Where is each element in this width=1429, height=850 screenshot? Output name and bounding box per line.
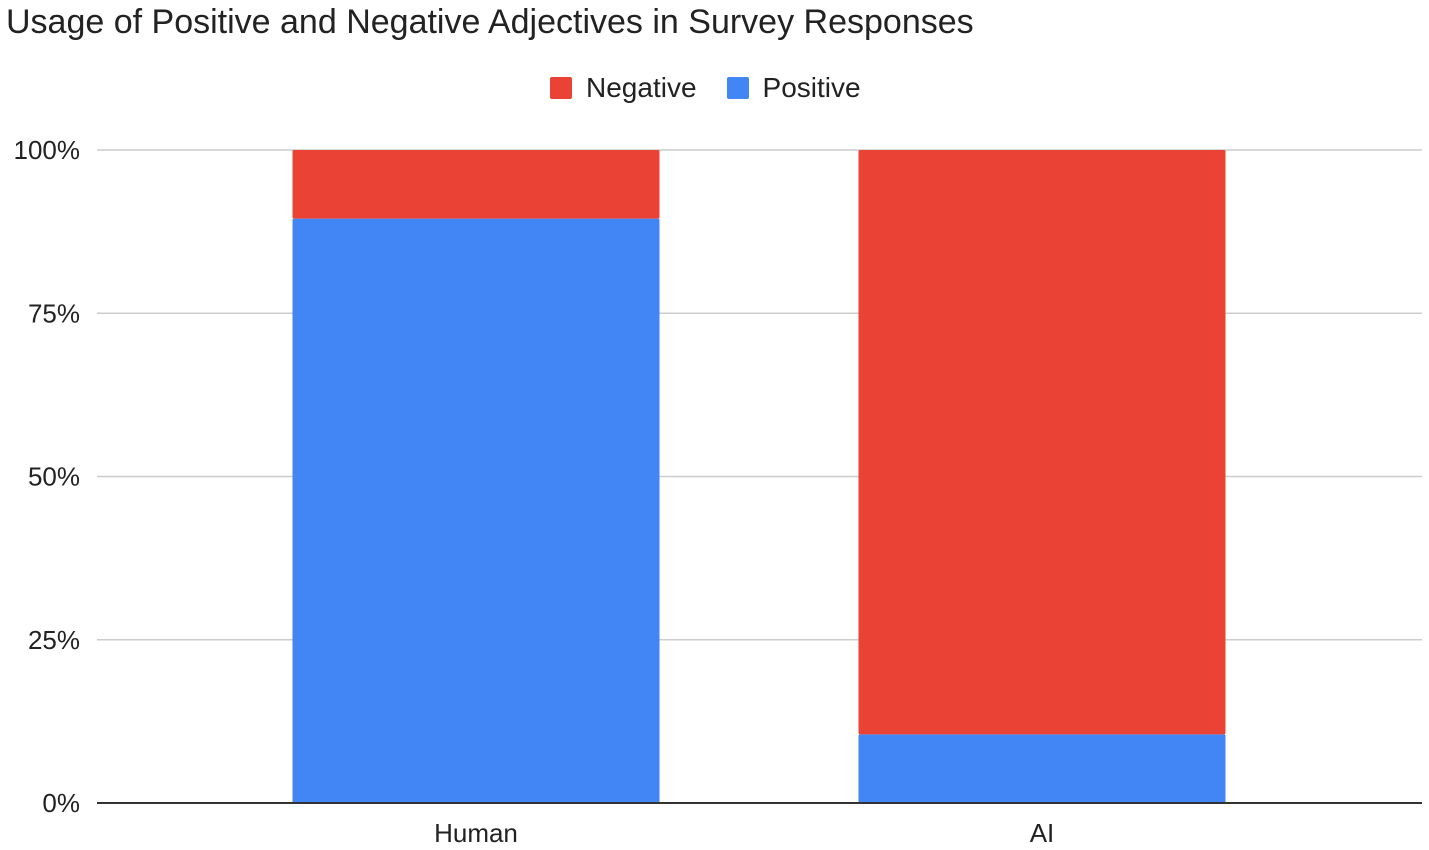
legend-label-positive: Positive <box>762 72 861 103</box>
legend-item-positive: Positive <box>726 72 861 104</box>
legend-item-negative: Negative <box>550 72 697 104</box>
bar-negative-ai <box>858 150 1226 735</box>
bar-positive-human <box>292 218 660 803</box>
bar-positive-ai <box>858 734 1226 803</box>
legend: Negative Positive <box>550 70 891 106</box>
legend-swatch-negative <box>550 77 572 99</box>
y-tick-label: 75% <box>28 298 80 328</box>
bar-negative-human <box>292 150 660 219</box>
y-tick-label: 100% <box>14 135 81 165</box>
y-tick-label: 25% <box>28 625 80 655</box>
y-tick-label: 50% <box>28 462 80 492</box>
x-tick-label: AI <box>1030 818 1055 848</box>
y-tick-label: 0% <box>42 788 80 818</box>
legend-swatch-positive <box>726 77 749 99</box>
legend-label-negative: Negative <box>586 72 697 103</box>
chart-title: Usage of Positive and Negative Adjective… <box>6 3 974 41</box>
x-tick-label: Human <box>434 818 518 848</box>
